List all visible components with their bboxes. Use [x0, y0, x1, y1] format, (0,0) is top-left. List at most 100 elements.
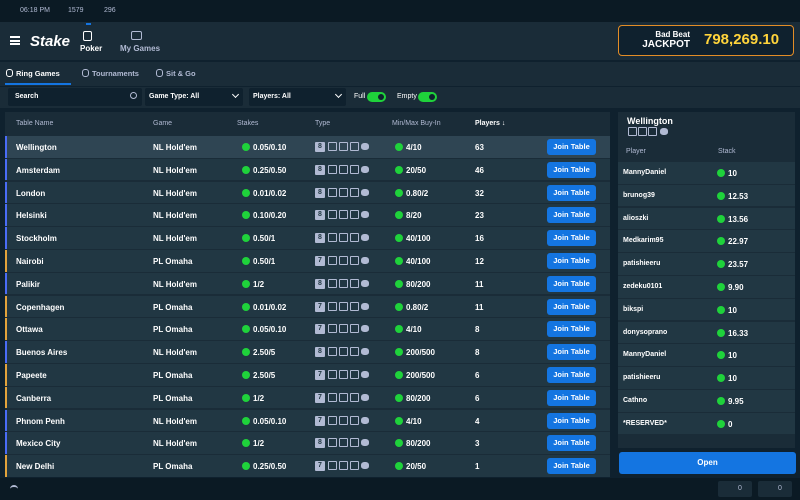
status-bar [0, 0, 800, 22]
join-button[interactable]: Join Table [547, 321, 596, 337]
table-row[interactable] [5, 341, 610, 363]
join-button[interactable]: Join Table [547, 367, 596, 383]
tab[interactable]: Ring Games [16, 69, 60, 78]
stack: 9.90 [728, 283, 744, 292]
jackpot-label: Bad Beat [652, 30, 690, 39]
type-icon [361, 439, 369, 446]
type-icon [328, 347, 337, 356]
type-icon [361, 462, 369, 469]
table-row[interactable] [5, 273, 610, 295]
type-icon [339, 256, 348, 265]
tab-icon [6, 69, 13, 77]
table-row[interactable] [5, 318, 610, 340]
join-button[interactable]: Join Table [547, 299, 596, 315]
type-icon [350, 188, 359, 197]
join-button[interactable]: Join Table [547, 207, 596, 223]
type-icon [328, 302, 337, 311]
type-icon [328, 461, 337, 470]
join-button[interactable]: Join Table [547, 413, 596, 429]
coin-icon [717, 329, 725, 337]
coin-icon [717, 283, 725, 291]
table-row[interactable] [5, 387, 610, 409]
player-name: *RESERVED* [623, 420, 667, 427]
table-row[interactable] [5, 250, 610, 272]
table-row[interactable] [5, 136, 610, 158]
column-header: Game [153, 120, 172, 127]
type-icon [328, 370, 337, 379]
table-row[interactable] [5, 182, 610, 204]
players: 46 [475, 166, 484, 175]
empty-toggle[interactable] [418, 92, 437, 102]
type-icon [339, 324, 348, 333]
stakes: 0.01/0.02 [253, 303, 286, 312]
stakes: 0.10/0.20 [253, 211, 286, 220]
menu-icon[interactable] [10, 36, 20, 45]
type-icon [328, 393, 337, 402]
type-icon [339, 302, 348, 311]
table-name: Phnom Penh [16, 417, 65, 426]
join-button[interactable]: Join Table [547, 344, 596, 360]
game: NL Hold'em [153, 417, 197, 426]
join-button[interactable]: Join Table [547, 435, 596, 451]
stakes: 1/2 [253, 394, 264, 403]
type-badge: 8 [315, 279, 325, 289]
type-icon [361, 348, 369, 355]
type-icon [339, 393, 348, 402]
buy-in: 80/200 [406, 394, 430, 403]
buy-in: 20/50 [406, 462, 426, 471]
stakes: 0.25/0.50 [253, 462, 286, 471]
type-badge: 7 [315, 416, 325, 426]
type-badge: 7 [315, 302, 325, 312]
coin-icon [717, 192, 725, 200]
type-icon [660, 128, 668, 135]
join-button[interactable]: Join Table [547, 276, 596, 292]
coin-icon [717, 420, 725, 428]
toggle-label: Empty [397, 93, 417, 100]
nav-item[interactable]: Poker [80, 44, 102, 53]
join-button[interactable]: Join Table [547, 230, 596, 246]
stack: 12.53 [728, 192, 748, 201]
table-row[interactable] [5, 296, 610, 318]
table-row[interactable] [5, 204, 610, 226]
table-row[interactable] [5, 364, 610, 386]
coin-icon [395, 143, 403, 151]
buy-in: 80/200 [406, 439, 430, 448]
buy-in: 80/200 [406, 280, 430, 289]
nav-icon [131, 31, 142, 40]
type-icon [350, 438, 359, 447]
join-button[interactable]: Join Table [547, 458, 596, 474]
type-icon [328, 210, 337, 219]
tab[interactable]: Sit & Go [166, 69, 196, 78]
table-row[interactable] [5, 432, 610, 454]
tab[interactable]: Tournaments [92, 69, 139, 78]
type-icon [350, 210, 359, 219]
open-button[interactable]: Open [619, 452, 796, 474]
join-button[interactable]: Join Table [547, 390, 596, 406]
type-icon [339, 188, 348, 197]
wifi-icon [10, 485, 18, 493]
game: PL Omaha [153, 325, 192, 334]
join-button[interactable]: Join Table [547, 185, 596, 201]
type-badge: 8 [315, 233, 325, 243]
column-header[interactable]: Players ↓ [475, 120, 505, 127]
join-button[interactable]: Join Table [547, 253, 596, 269]
table-row[interactable] [5, 410, 610, 432]
type-icon [328, 324, 337, 333]
table-row[interactable] [5, 227, 610, 249]
type-icon [361, 166, 369, 173]
join-button[interactable]: Join Table [547, 162, 596, 178]
type-icon [638, 127, 647, 136]
table-row[interactable] [5, 159, 610, 181]
table-name: Ottawa [16, 325, 43, 334]
jackpot-amount: 798,269.10 [704, 31, 779, 48]
type-icon [328, 416, 337, 425]
coin-icon [395, 371, 403, 379]
type-icon [328, 165, 337, 174]
type-icon [339, 438, 348, 447]
type-icon [361, 417, 369, 424]
nav-item[interactable]: My Games [120, 44, 160, 53]
player-name: donysoprano [623, 329, 667, 336]
table-row[interactable] [5, 455, 610, 477]
join-button[interactable]: Join Table [547, 139, 596, 155]
full-toggle[interactable] [367, 92, 386, 102]
